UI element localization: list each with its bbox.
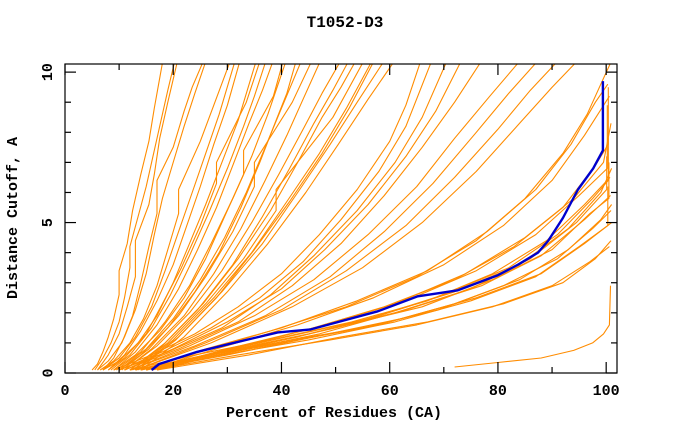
model-curve <box>140 83 609 371</box>
model-curve <box>135 64 576 371</box>
model-curve <box>102 64 256 371</box>
y-tick-label: 10 <box>40 63 57 81</box>
x-axis-label: Percent of Residues (CA) <box>226 405 442 422</box>
x-tick-label: 40 <box>272 383 290 400</box>
model-curve <box>121 64 311 371</box>
x-tick-label: 100 <box>593 383 620 400</box>
model-curve <box>113 64 273 371</box>
x-tick-label: 0 <box>60 383 69 400</box>
model-curve <box>113 64 421 371</box>
model-curve <box>94 64 175 371</box>
model-curve <box>140 64 394 371</box>
model-curve <box>124 64 340 371</box>
model-curve <box>113 64 283 371</box>
model-curve <box>107 64 240 371</box>
model-curve <box>146 222 612 371</box>
y-tick-label: 0 <box>40 368 57 377</box>
model-curve <box>129 64 355 371</box>
model-curve <box>102 64 206 371</box>
model-curve <box>135 138 609 371</box>
highlighted-model-curve <box>150 81 605 371</box>
model-curve <box>454 285 612 368</box>
model-curve <box>102 64 235 371</box>
model-curve <box>135 64 371 371</box>
model-curve <box>97 64 178 371</box>
model-curve <box>156 162 610 371</box>
model-curve <box>129 177 611 371</box>
model-curve <box>107 64 260 371</box>
model-curve <box>151 123 612 371</box>
model-curve <box>146 156 608 371</box>
model-curves-layer <box>91 64 613 371</box>
model-curve <box>118 64 447 371</box>
model-curve <box>118 64 296 371</box>
model-curve <box>140 168 613 371</box>
x-tick-label: 60 <box>381 383 399 400</box>
model-curve <box>135 64 556 371</box>
model-curve <box>129 64 518 371</box>
axes-layer: 0 20 40 60 80 100 0 5 10 <box>40 63 619 400</box>
model-curve <box>124 64 461 371</box>
model-curve <box>129 64 536 371</box>
model-curve <box>132 64 363 371</box>
model-curve <box>124 64 320 371</box>
chart-title: T1052-D3 <box>307 14 384 32</box>
model-curve <box>118 64 432 371</box>
x-tick-label: 20 <box>164 383 182 400</box>
model-curve <box>137 64 383 371</box>
y-tick-label: 5 <box>40 218 57 227</box>
model-curve <box>116 64 286 371</box>
model-curve <box>129 64 348 371</box>
model-curve <box>124 64 481 371</box>
model-curve <box>156 240 612 371</box>
model-curve <box>110 64 266 371</box>
model-curve <box>91 64 163 371</box>
x-tick-label: 80 <box>489 383 507 400</box>
model-curve <box>118 64 301 371</box>
y-axis-label: Distance Cutoff, A <box>5 137 22 299</box>
model-curve <box>99 64 230 371</box>
plot-border <box>64 63 618 374</box>
